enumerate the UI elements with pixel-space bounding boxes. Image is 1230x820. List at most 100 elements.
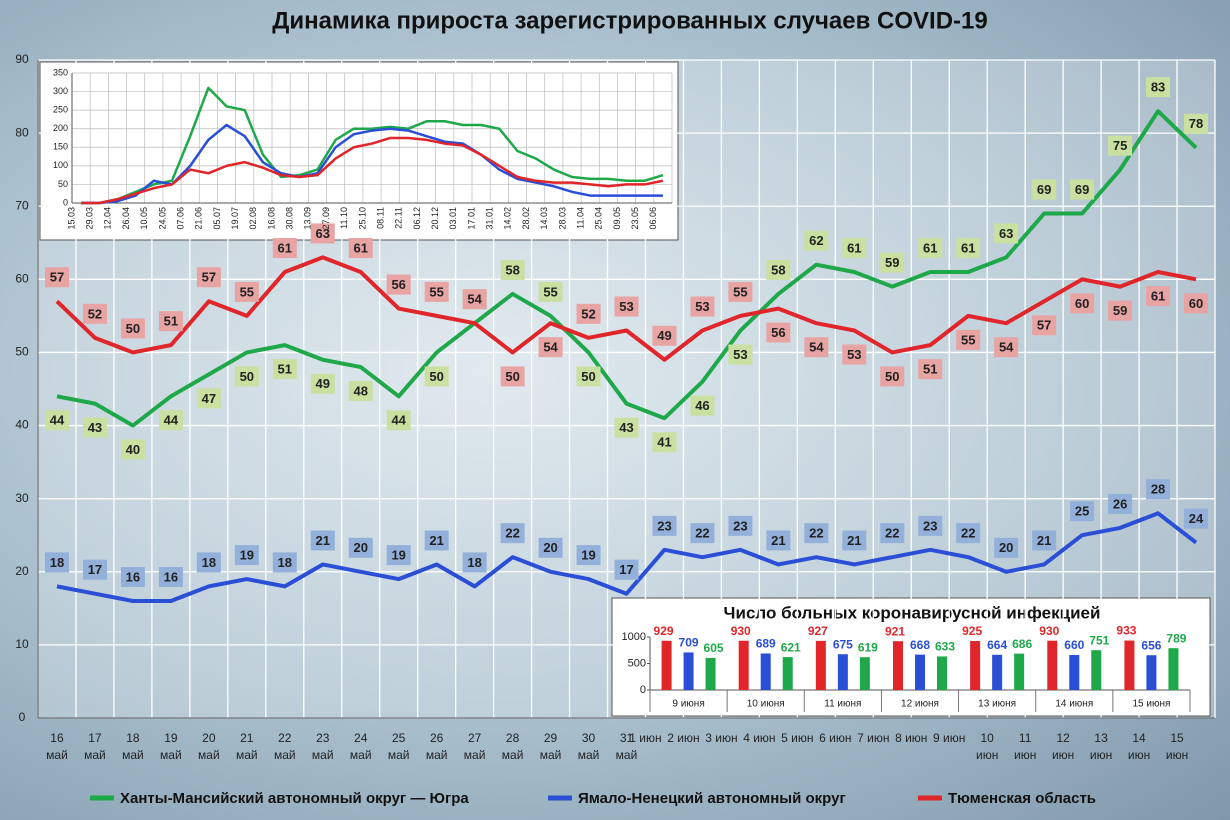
bar-value-label: 656 <box>1141 638 1161 652</box>
value-label: 17 <box>619 562 633 577</box>
value-label: 43 <box>88 420 102 435</box>
value-label-box <box>918 359 943 380</box>
x-tick-label: 13.09 <box>303 207 313 230</box>
x-tick-label: 20.12 <box>430 207 440 230</box>
x-tick-label: 22.11 <box>394 207 404 229</box>
value-label: 26 <box>1113 496 1127 511</box>
value-label: 60 <box>1189 296 1203 311</box>
value-label-box <box>842 530 867 551</box>
value-label-box <box>310 530 335 551</box>
value-label: 23 <box>657 518 671 533</box>
x-tick-label: 06.06 <box>648 207 658 230</box>
value-label-box <box>1032 315 1057 336</box>
value-label-box <box>576 366 601 387</box>
bar <box>1168 648 1179 690</box>
value-label-box <box>956 238 981 259</box>
inset-title: Число больных коронавирусной инфекцией <box>724 603 1101 622</box>
x-tick-label: 28.02 <box>521 207 531 230</box>
x-tick-label: 29.03 <box>85 207 95 230</box>
series-line <box>56 511 1198 604</box>
value-label: 51 <box>278 362 292 377</box>
value-label: 61 <box>1151 288 1165 303</box>
value-label-box <box>500 523 525 544</box>
bar-value-label: 751 <box>1089 633 1109 647</box>
value-label: 69 <box>1075 182 1089 197</box>
value-label-box <box>918 515 943 536</box>
value-label-box <box>690 296 715 317</box>
value-label: 49 <box>316 376 330 391</box>
bar <box>760 653 771 690</box>
y-tick-label: 10 <box>15 637 29 651</box>
y-tick-label: 60 <box>15 272 29 286</box>
value-label-box <box>576 545 601 566</box>
value-label-box <box>1070 501 1095 522</box>
bar-value-label: 709 <box>679 636 699 650</box>
x-tick-label: 5 июн <box>781 731 814 745</box>
x-tick-label: 25 май <box>387 731 410 762</box>
value-label: 50 <box>429 369 443 384</box>
value-label: 46 <box>695 398 709 413</box>
bar <box>738 640 749 690</box>
y-tick-label: 50 <box>15 345 29 359</box>
value-label-box <box>82 559 107 580</box>
value-label: 51 <box>923 362 937 377</box>
x-tick-label: 03.01 <box>448 207 458 230</box>
value-label-box <box>1184 293 1209 314</box>
value-label-box <box>348 537 373 558</box>
bar <box>1069 655 1080 690</box>
value-label: 78 <box>1189 116 1203 131</box>
value-label-box <box>1070 179 1095 200</box>
value-label-box <box>120 318 145 339</box>
value-label: 44 <box>50 413 65 428</box>
x-tick-label: 11 июн <box>1013 731 1037 762</box>
bar-value-label: 660 <box>1064 638 1084 652</box>
value-label: 55 <box>543 284 557 299</box>
x-tick-label: 16.08 <box>266 207 276 230</box>
y-tick-label: 80 <box>15 125 29 139</box>
value-label: 56 <box>391 277 405 292</box>
value-label-box <box>424 530 449 551</box>
value-label-box <box>424 366 449 387</box>
bar-value-label: 921 <box>885 624 905 638</box>
y-tick-label: 150 <box>53 142 68 152</box>
x-tick-label: 18 май <box>122 731 144 762</box>
value-label: 55 <box>240 284 254 299</box>
x-tick-label: 08.11 <box>375 207 385 229</box>
value-label-box <box>158 567 183 588</box>
bar <box>1047 640 1058 690</box>
value-label-box <box>1070 293 1095 314</box>
legend-label: Ямало-Ненецкий автономный округ <box>578 790 846 807</box>
x-tick-label: 2 июн <box>667 731 700 745</box>
x-tick-label: 10 июн <box>976 731 999 762</box>
value-label: 53 <box>695 299 709 314</box>
bar <box>970 640 981 690</box>
value-label-box <box>766 322 791 343</box>
value-label-box <box>842 344 867 365</box>
value-label-box <box>1184 113 1209 134</box>
value-label: 22 <box>961 526 975 541</box>
value-label: 54 <box>999 340 1014 355</box>
value-label: 59 <box>885 255 899 270</box>
value-label-box <box>1146 479 1171 500</box>
value-label-box <box>1108 300 1133 321</box>
value-label-box <box>234 545 259 566</box>
x-tick-label: 10 июня <box>747 699 785 710</box>
y-tick-label: 0 <box>19 710 26 724</box>
value-label-box <box>196 267 221 288</box>
bar-value-label: 927 <box>808 624 828 638</box>
value-label-box <box>652 325 677 346</box>
value-label: 18 <box>202 555 216 570</box>
value-label: 18 <box>50 555 64 570</box>
value-label: 19 <box>581 548 595 563</box>
y-tick-label: 90 <box>15 52 29 66</box>
value-label-box <box>272 359 297 380</box>
x-tick-label: 28 май <box>501 731 524 762</box>
value-label-box <box>1108 493 1133 514</box>
value-label: 50 <box>885 369 899 384</box>
y-tick-label: 40 <box>15 418 29 432</box>
x-tick-label: 21.06 <box>194 207 204 230</box>
x-tick-label: 14 июня <box>1055 699 1093 710</box>
value-label: 57 <box>50 270 64 285</box>
y-tick-label: 500 <box>628 657 646 669</box>
